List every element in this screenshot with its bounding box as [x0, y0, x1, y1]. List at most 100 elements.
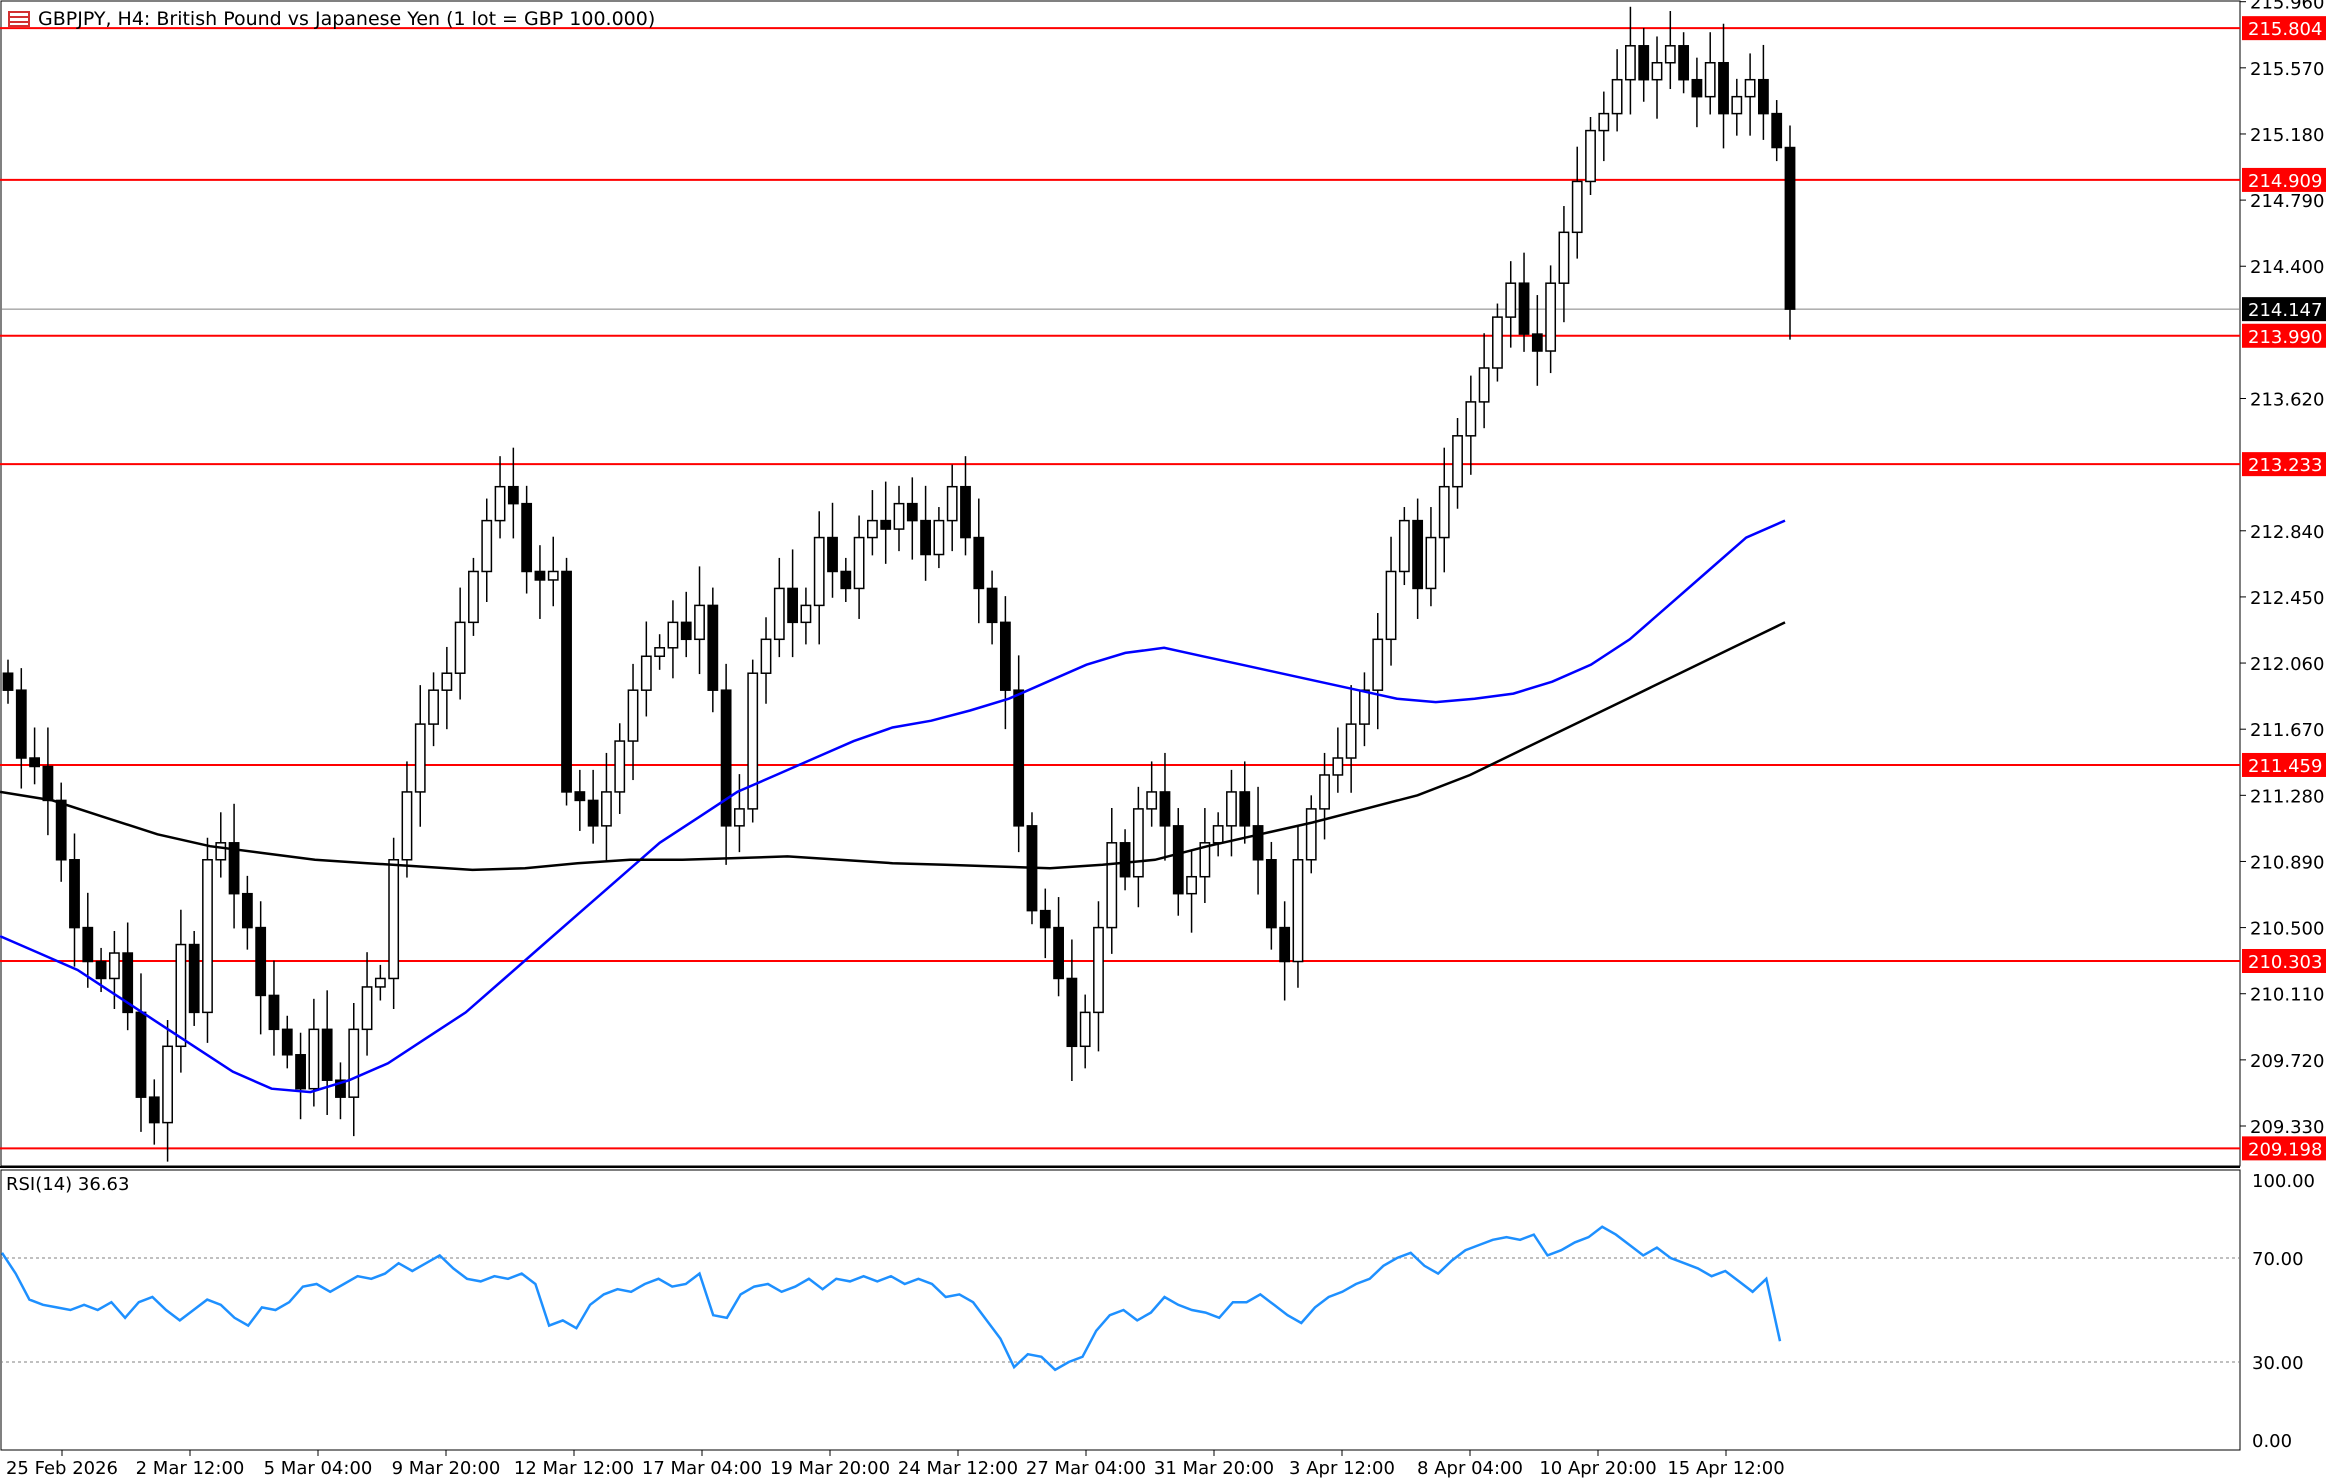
- price-tick-label: 215.960: [2250, 0, 2324, 14]
- candle-body: [295, 1054, 306, 1090]
- candle-body: [281, 1028, 293, 1056]
- candle-body: [1292, 859, 1304, 963]
- candle-body: [1279, 926, 1291, 963]
- current-price-label-bg: [2242, 297, 2326, 322]
- price-tick-label: 215.180: [2250, 125, 2324, 146]
- candle-body: [1718, 61, 1729, 115]
- candle-body: [241, 892, 253, 929]
- time-tick-label: 2 Mar 12:00: [136, 1458, 245, 1478]
- level-label-bg: [2242, 323, 2326, 348]
- candle-body: [1478, 367, 1490, 403]
- candle-body: [787, 587, 799, 624]
- candle-body: [15, 689, 27, 759]
- candle-body: [441, 672, 453, 691]
- level-label-bg: [2242, 1136, 2326, 1161]
- level-label-bg: [2242, 948, 2326, 973]
- candle-body: [1598, 112, 1610, 132]
- level-label-bg: [2242, 16, 2326, 41]
- candle-body: [1079, 1011, 1091, 1048]
- candle-body: [640, 655, 652, 691]
- candle-body: [547, 570, 559, 581]
- candle-body: [893, 502, 905, 530]
- price-tick-label: 213.620: [2250, 390, 2324, 411]
- candle-body: [335, 1079, 346, 1098]
- time-tick-label: 15 Apr 12:00: [1667, 1458, 1784, 1478]
- rsi-panel-frame: [0, 1169, 2241, 1451]
- level-label: 211.459: [2248, 756, 2322, 777]
- candle-body: [680, 621, 692, 641]
- candle-body: [1425, 536, 1437, 590]
- candle-body: [1545, 282, 1557, 352]
- candle-body: [574, 791, 586, 802]
- time-tick-label: 9 Mar 20:00: [392, 1458, 501, 1478]
- time-tick-label: 25 Feb 2026: [6, 1458, 118, 1478]
- candle-body: [1784, 146, 1796, 310]
- level-label: 213.990: [2248, 327, 2322, 348]
- price-tick-label: 210.500: [2250, 919, 2324, 940]
- candle-body: [361, 986, 373, 1031]
- rsi-line: [0, 1225, 1782, 1372]
- candle-body: [1332, 757, 1344, 776]
- candle-body: [1398, 519, 1410, 573]
- candle-body: [507, 485, 519, 505]
- candle-body: [1385, 570, 1397, 641]
- candle-body: [55, 799, 67, 861]
- candle-body: [2, 672, 14, 691]
- price-tick-label: 210.110: [2250, 985, 2324, 1006]
- candle-body: [148, 1096, 160, 1124]
- candle-body: [1625, 45, 1636, 81]
- candle-body: [1265, 859, 1277, 929]
- candle-body: [561, 570, 572, 793]
- candle-body: [1678, 45, 1690, 81]
- candle-body: [1611, 78, 1623, 115]
- candle-body: [1731, 95, 1743, 115]
- price-tick-label: 214.400: [2250, 257, 2324, 278]
- candle-body: [1159, 791, 1171, 827]
- time-tick-label: 10 Apr 20:00: [1539, 1458, 1656, 1478]
- candle-body: [667, 621, 679, 649]
- candle-body: [747, 672, 759, 810]
- candle-body: [1252, 825, 1264, 861]
- candle-body: [122, 952, 134, 1014]
- candle-body: [880, 519, 892, 530]
- level-label: 209.198: [2248, 1139, 2322, 1160]
- candle-body: [800, 604, 812, 624]
- candle-body: [920, 519, 932, 556]
- time-tick-label: 3 Apr 12:00: [1289, 1458, 1395, 1478]
- candle-body: [587, 799, 599, 827]
- candle-body: [627, 689, 639, 742]
- candle-body: [29, 757, 41, 768]
- level-label: 210.303: [2248, 952, 2322, 973]
- candle-body: [175, 943, 187, 1048]
- candle-body: [720, 689, 732, 827]
- candle-body: [1146, 791, 1158, 810]
- price-tick-label: 209.720: [2250, 1051, 2324, 1072]
- candle-body: [813, 536, 825, 607]
- candle-body: [162, 1045, 173, 1124]
- candle-body: [95, 960, 107, 980]
- candle-body: [734, 808, 745, 827]
- candle-body: [1345, 723, 1357, 759]
- price-tick-label: 214.790: [2250, 191, 2324, 212]
- time-tick-label: 12 Mar 12:00: [514, 1458, 634, 1478]
- moving-average-fast-line: [0, 519, 1786, 1094]
- candle-body: [1412, 519, 1424, 590]
- candle-body: [654, 647, 666, 658]
- candle-body: [428, 689, 439, 725]
- candle-body: [1359, 689, 1370, 725]
- candle-body: [202, 859, 213, 1014]
- chart-window-icon: [8, 11, 30, 27]
- candle-body: [1199, 842, 1211, 878]
- level-label-bg: [2242, 167, 2326, 192]
- chart-title: GBPJPY, H4: British Pound vs Japanese Ye…: [38, 8, 656, 30]
- candle-body: [986, 587, 998, 624]
- price-tick-label: 209.330: [2250, 1117, 2324, 1138]
- candle-body: [521, 502, 533, 573]
- candle-body: [601, 791, 612, 827]
- moving-average-slow-line: [0, 621, 1786, 872]
- candle-body: [1106, 842, 1118, 929]
- candle-body: [1638, 45, 1650, 81]
- price-tick-label: 212.840: [2250, 522, 2324, 543]
